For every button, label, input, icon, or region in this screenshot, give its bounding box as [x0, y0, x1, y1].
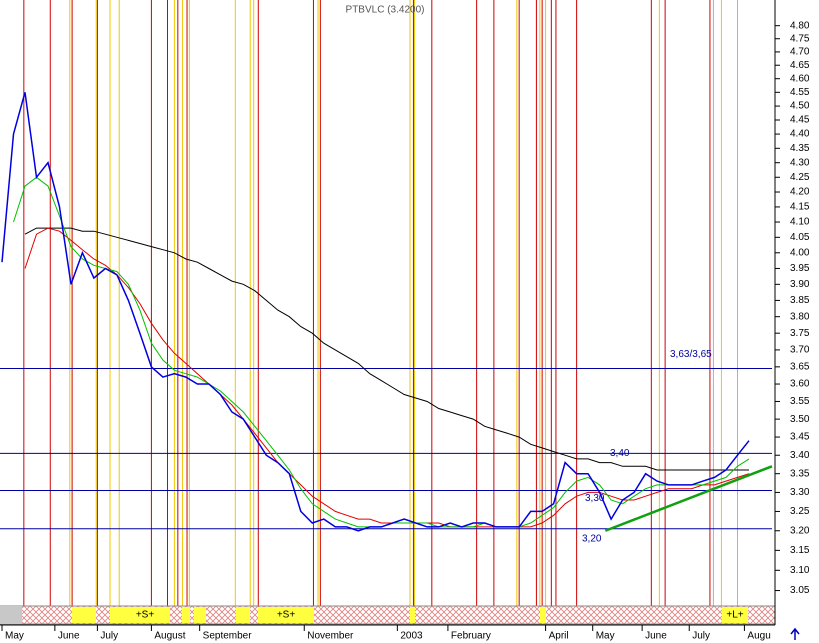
x-tick-label: June — [58, 631, 80, 642]
strip-block — [194, 607, 206, 623]
x-tick-label: February — [451, 631, 491, 642]
y-tick-label: 4.10 — [790, 217, 810, 228]
y-tick-label: 4.80 — [790, 20, 810, 31]
x-tick-label: May — [596, 631, 615, 642]
y-tick-label: 3.15 — [790, 545, 810, 556]
y-tick-label: 4.30 — [790, 157, 810, 168]
y-tick-label: 3.10 — [790, 565, 810, 576]
y-tick-label: 4.00 — [790, 247, 810, 258]
y-tick-label: 3.05 — [790, 585, 810, 596]
y-tick-label: 4.65 — [790, 60, 810, 71]
y-tick-label: 3.55 — [790, 396, 810, 407]
strip-label: +S+ — [136, 610, 155, 621]
strip-label: +S+ — [277, 610, 296, 621]
y-tick-label: 3.85 — [790, 295, 810, 306]
strip-block — [72, 607, 96, 623]
level-label: 3,20 — [582, 533, 602, 544]
x-tick-label: September — [203, 631, 253, 642]
x-tick-label: August — [154, 631, 185, 642]
strip-block — [110, 607, 120, 623]
y-tick-label: 4.75 — [790, 33, 810, 44]
x-tick-label: May — [5, 631, 24, 642]
y-tick-label: 3.80 — [790, 311, 810, 322]
chart-title: PTBVLC (3.4200) — [346, 5, 425, 16]
level-label: 3,40 — [610, 448, 630, 459]
y-tick-label: 3.45 — [790, 432, 810, 443]
y-tick-label: 4.70 — [790, 47, 810, 58]
level-label: 3,63/3,65 — [670, 349, 712, 360]
plot-area: 3,63/3,65 3,40 3,30 3,20 — [0, 0, 773, 606]
y-tick-label: 4.15 — [790, 202, 810, 213]
x-tick-label: July — [692, 631, 710, 642]
y-tick-label: 3.35 — [790, 468, 810, 479]
x-tick-label: 2003 — [400, 631, 423, 642]
strip-block — [120, 607, 170, 623]
y-tick-label: 3.30 — [790, 487, 810, 498]
strip-block — [236, 607, 250, 623]
y-tick-label: 4.05 — [790, 232, 810, 243]
y-tick-label: 3.25 — [790, 506, 810, 517]
strip-label: +L+ — [726, 610, 743, 621]
y-tick-label: 3.60 — [790, 379, 810, 390]
y-tick-label: 4.55 — [790, 87, 810, 98]
strip-block — [410, 607, 415, 623]
y-tick-label: 3.70 — [790, 345, 810, 356]
y-tick-label: 4.20 — [790, 187, 810, 198]
x-tick-label: Augu — [747, 631, 770, 642]
y-tick-label: 4.25 — [790, 172, 810, 183]
y-tick-label: 4.60 — [790, 73, 810, 84]
y-tick-label: 3.95 — [790, 263, 810, 274]
trend-line — [604, 465, 773, 532]
price-line — [1, 92, 750, 532]
strip-block — [722, 607, 748, 623]
strip-block — [258, 607, 314, 623]
y-tick-label: 4.45 — [790, 115, 810, 126]
x-tick-label: June — [645, 631, 667, 642]
strip-block — [182, 607, 190, 623]
y-tick-label: 4.35 — [790, 143, 810, 154]
y-tick-label: 4.40 — [790, 129, 810, 140]
y-tick-label: 3.90 — [790, 279, 810, 290]
x-tick-label: April — [549, 631, 569, 642]
level-label: 3,30 — [585, 493, 605, 504]
y-tick-label: 4.50 — [790, 101, 810, 112]
strip-block — [0, 606, 22, 624]
price-line — [24, 227, 749, 471]
x-tick-label: November — [307, 631, 354, 642]
y-tick-label: 3.65 — [790, 361, 810, 372]
y-tick-label: 3.75 — [790, 328, 810, 339]
y-tick-label: 3.50 — [790, 414, 810, 425]
y-tick-label: 3.40 — [790, 450, 810, 461]
scroll-arrow[interactable] — [790, 627, 800, 640]
y-tick-label: 3.20 — [790, 525, 810, 536]
x-tick-label: July — [100, 631, 118, 642]
strip-block — [540, 607, 546, 623]
